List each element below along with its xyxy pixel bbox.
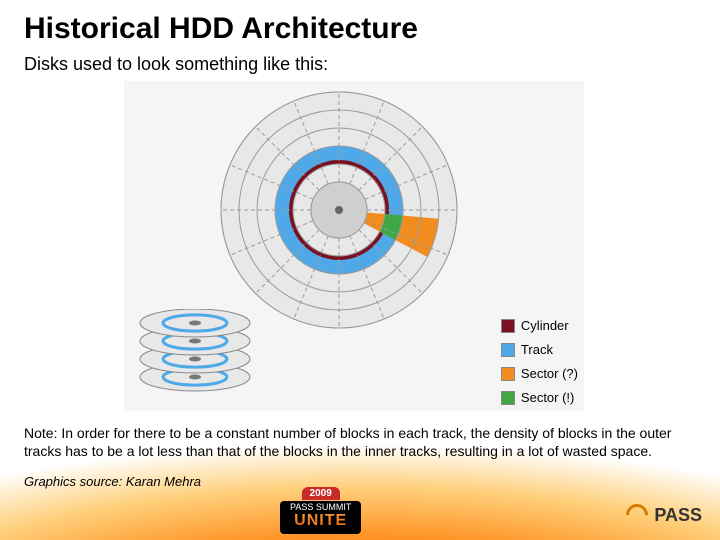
legend-label: Track [521, 339, 553, 361]
disk-diagram [214, 85, 464, 335]
subtitle: Disks used to look something like this: [24, 54, 696, 75]
platter-stack [130, 309, 260, 404]
legend: CylinderTrackSector (?)Sector (!) [501, 315, 578, 411]
legend-item: Cylinder [501, 315, 578, 337]
summit-badge: 2009 PASS SUMMIT UNITE [280, 483, 361, 534]
legend-item: Sector (!) [501, 387, 578, 409]
legend-label: Sector (!) [521, 387, 574, 409]
legend-item: Track [501, 339, 578, 361]
legend-item: Sector (?) [501, 363, 578, 385]
legend-label: Sector (?) [521, 363, 578, 385]
summit-word: UNITE [290, 512, 351, 530]
pass-logo: PASS [626, 504, 702, 526]
legend-swatch [501, 343, 515, 357]
diagram-area: CylinderTrackSector (?)Sector (!) [124, 81, 584, 411]
page-title: Historical HDD Architecture [24, 12, 696, 46]
legend-swatch [501, 391, 515, 405]
pass-arc-icon [622, 499, 653, 530]
legend-swatch [501, 367, 515, 381]
pass-brand-text: PASS [654, 505, 702, 526]
note-text: Note: In order for there to be a constan… [24, 425, 696, 460]
legend-label: Cylinder [521, 315, 569, 337]
summit-line: PASS SUMMIT [290, 503, 351, 513]
summit-year: 2009 [302, 487, 340, 500]
legend-swatch [501, 319, 515, 333]
